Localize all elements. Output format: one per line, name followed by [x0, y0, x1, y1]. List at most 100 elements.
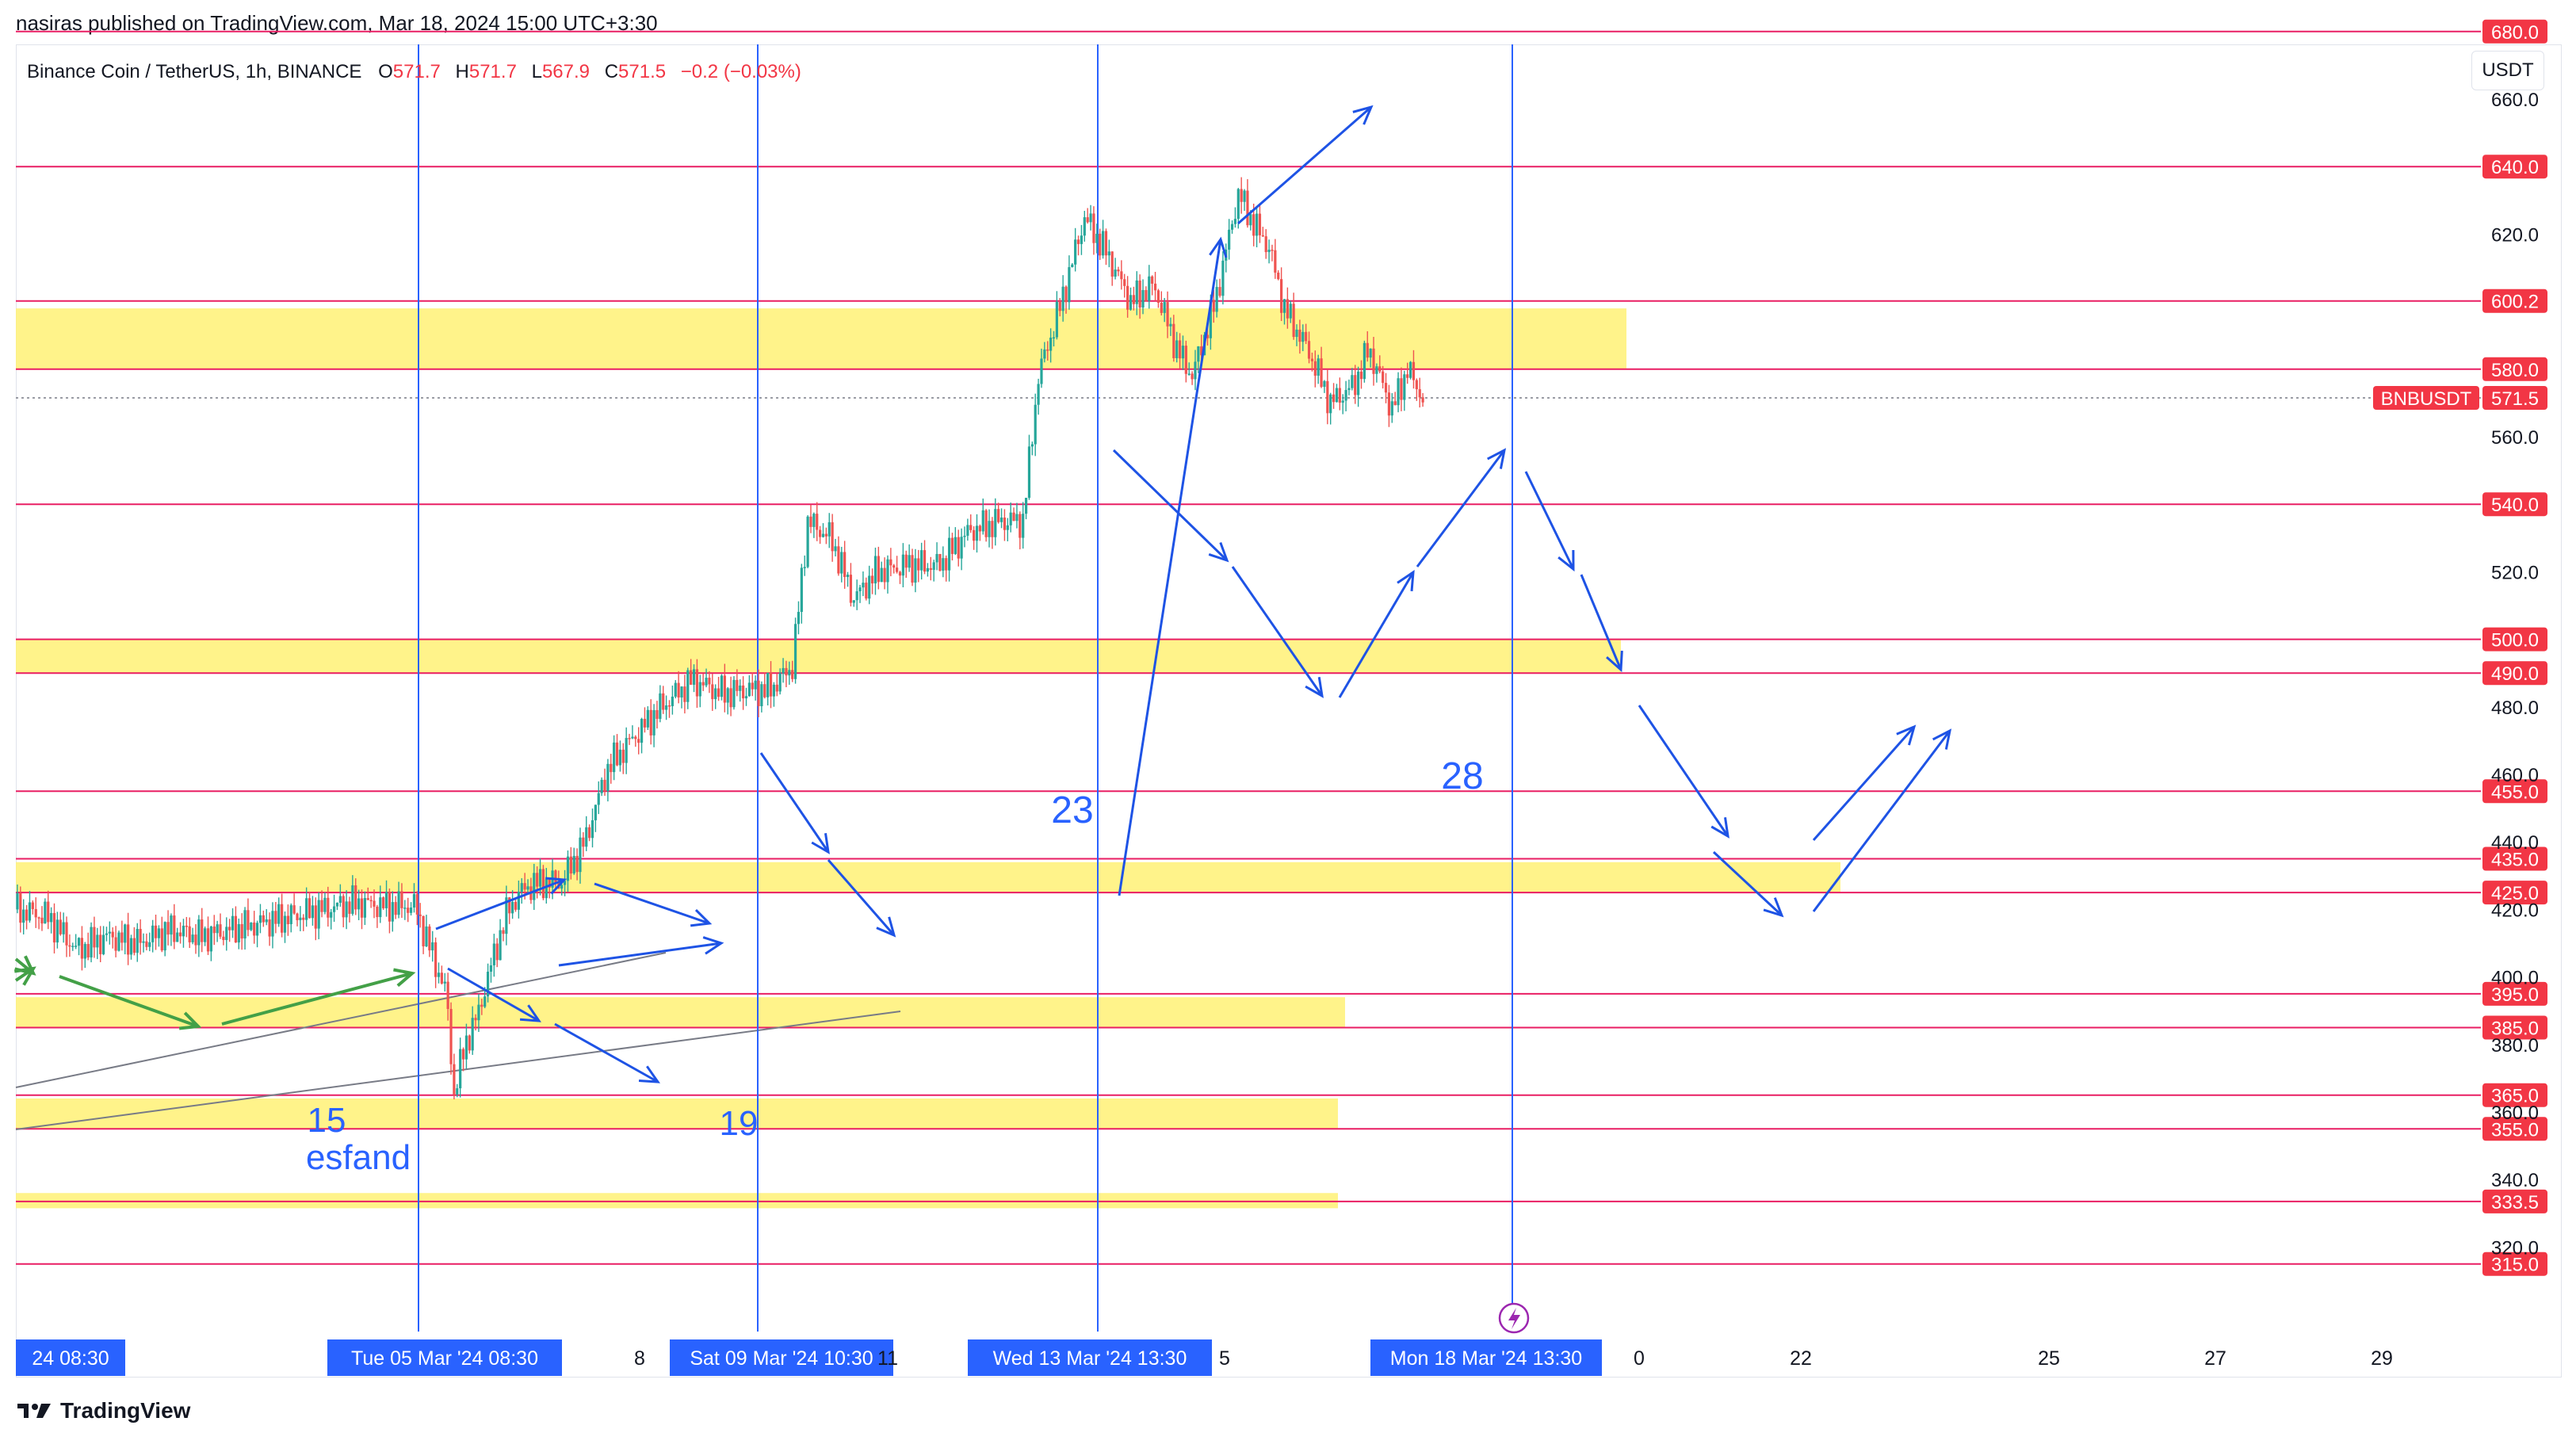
candle-body	[736, 679, 739, 691]
legend-symbol: Binance Coin / TetherUS, 1h, BINANCE	[27, 61, 361, 82]
candle-body	[268, 919, 271, 937]
candle-body	[351, 885, 354, 914]
candle-body	[1354, 375, 1357, 396]
projection-arrow	[435, 878, 565, 930]
chart-annotation: 15	[308, 1101, 346, 1140]
currency-button[interactable]: USDT	[2471, 51, 2544, 90]
projection-arrowhead	[1763, 897, 1784, 918]
candle-body	[431, 942, 434, 951]
candle-body	[757, 680, 760, 706]
candle-body	[600, 779, 603, 793]
x-axis-tick-label: 8	[634, 1347, 645, 1370]
level-price-tag	[2482, 1015, 2547, 1040]
y-axis-tick-label: 360.0	[2491, 1102, 2539, 1124]
projection-arrow	[554, 1022, 659, 1083]
candle-body	[843, 552, 847, 577]
candle-body	[86, 944, 90, 957]
candle-body	[563, 881, 567, 885]
candle-body	[978, 525, 981, 532]
candle-body	[575, 855, 579, 873]
candle-body	[800, 567, 803, 613]
candle-body	[1403, 374, 1406, 400]
candle-body	[75, 946, 78, 947]
candle-body	[335, 902, 339, 907]
candle-body	[1089, 213, 1092, 223]
projection-arrowhead	[1209, 236, 1228, 258]
candle-body	[1390, 401, 1393, 416]
level-price-label: 500.0	[2491, 630, 2539, 652]
candle-body	[1194, 361, 1197, 380]
candle-body	[1046, 349, 1049, 351]
candle-body	[90, 927, 93, 957]
legend-low-value: 567.9	[542, 61, 590, 82]
candle-body	[258, 915, 262, 923]
candle-body	[1209, 300, 1212, 338]
candle-body	[695, 669, 699, 697]
level-price-label: 395.0	[2491, 984, 2539, 1006]
candle-body	[1280, 279, 1283, 313]
candle-body	[667, 705, 671, 707]
candle-body	[1181, 346, 1185, 359]
candle-body	[554, 870, 557, 882]
candle-body	[868, 575, 871, 599]
candle-body	[797, 612, 801, 625]
candle-body	[505, 897, 508, 934]
candle-body	[665, 705, 668, 710]
candle-body	[338, 896, 342, 903]
candle-body	[1274, 250, 1277, 273]
candle-body	[163, 922, 166, 951]
candle-body	[173, 915, 176, 942]
candle-body	[231, 915, 235, 930]
candle-body	[1323, 380, 1326, 388]
candle-body	[901, 554, 904, 576]
lightning-icon	[1508, 1308, 1520, 1329]
level-price-label: 425.0	[2491, 883, 2539, 904]
level-price-label: 315.0	[2491, 1255, 2539, 1276]
candle-body	[1249, 214, 1252, 226]
candle-body	[93, 927, 96, 948]
candle-body	[363, 898, 366, 918]
candle-body	[618, 749, 622, 766]
candle-body	[52, 912, 56, 943]
candle-body	[296, 913, 299, 920]
candle-body	[55, 919, 59, 943]
candle-body	[1246, 190, 1249, 226]
candle-body	[1363, 342, 1366, 380]
candle-body	[1058, 301, 1061, 311]
support-resistance-zone	[16, 1098, 1338, 1129]
level-price-tag	[2482, 1083, 2547, 1107]
candle-body	[862, 583, 865, 588]
candle-body	[615, 742, 619, 766]
level-price-tag	[2482, 1251, 2547, 1276]
candle-body	[886, 559, 889, 583]
level-price-tag	[2482, 779, 2547, 804]
candle-body	[1037, 384, 1040, 405]
candle-body	[742, 685, 745, 699]
x-axis-tick-label: 11	[877, 1347, 898, 1370]
candle-body	[538, 869, 542, 887]
candle-body	[760, 684, 763, 706]
candle-body	[973, 529, 976, 541]
candle-body	[222, 936, 225, 941]
candle-body	[409, 908, 413, 913]
candle-body	[480, 1004, 483, 1007]
candle-body	[1301, 331, 1305, 342]
level-price-label: 680.0	[2491, 22, 2539, 44]
candle-body	[954, 537, 957, 554]
candle-body	[1271, 250, 1274, 251]
projection-arrow	[558, 942, 722, 967]
candle-body	[400, 891, 403, 908]
candle-body	[1292, 304, 1295, 338]
candle-body	[1101, 231, 1105, 256]
candle-body	[204, 928, 207, 942]
projection-arrow	[447, 967, 540, 1022]
candle-body	[1076, 239, 1080, 244]
candle-body	[929, 567, 932, 570]
tradingview-brand: TradingView	[60, 1398, 191, 1423]
candle-body	[597, 793, 600, 805]
candle-body	[348, 901, 351, 914]
candle-body	[1206, 334, 1210, 338]
candle-body	[590, 820, 594, 839]
projection-arrowhead	[811, 833, 830, 854]
